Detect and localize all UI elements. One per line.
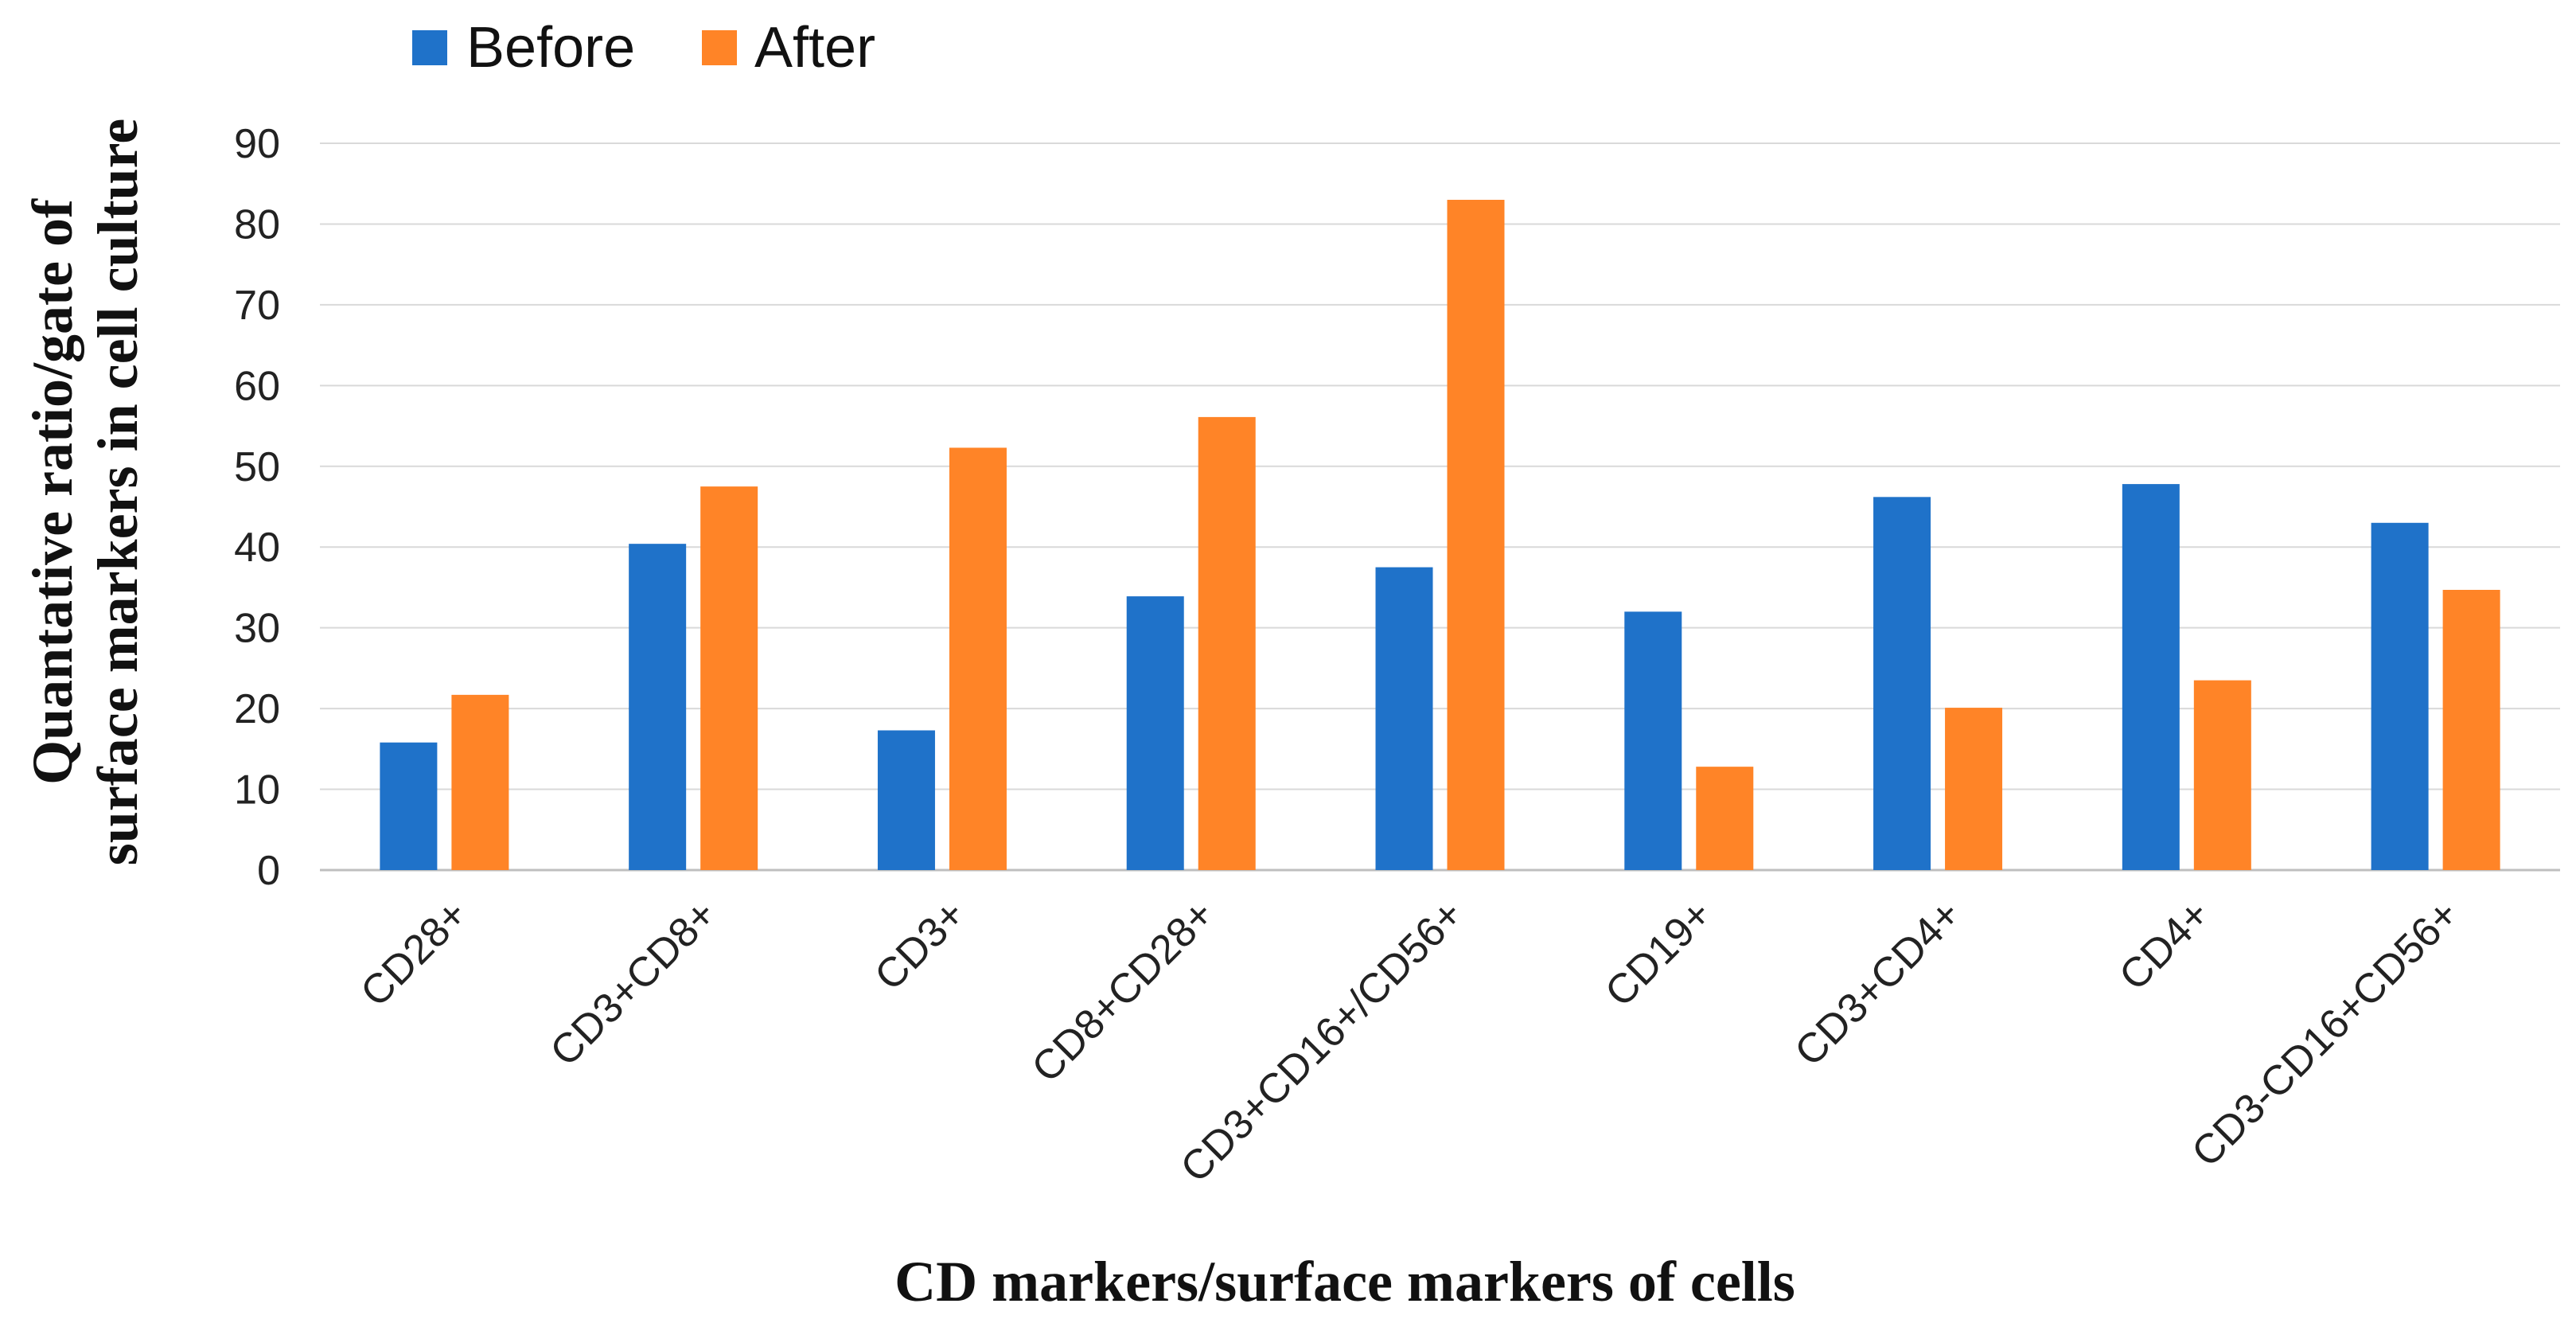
legend-swatch-after	[702, 30, 737, 65]
gridlines	[320, 142, 2560, 872]
x-tick-label: CD28+	[352, 891, 476, 1015]
y-axis-title-line1: Quantative ratio/gate of	[21, 198, 84, 785]
x-tick-label: CD3-CD16+CD56+	[2183, 891, 2468, 1176]
legend-label-after: After	[754, 16, 875, 80]
y-tick-label: 90	[234, 121, 280, 167]
x-axis-title: CD markers/surface markers of cells	[894, 1250, 1795, 1313]
bar-after-1	[451, 694, 509, 870]
bar-after-6	[1696, 767, 1754, 870]
x-axis-ticks: CD28+ CD3+CD8+ CD3+ CD8+CD28+CD3+CD16+/CD56…	[352, 891, 2468, 1191]
x-tick-label: CD3+	[866, 891, 974, 999]
bar-before-9	[2371, 522, 2429, 870]
bar-before-2	[629, 544, 687, 870]
x-tick-label: CD19+	[1596, 891, 1721, 1015]
bars	[380, 200, 2500, 870]
x-tick-label: CD3+CD8+	[542, 891, 726, 1075]
x-tick-label: CD4+	[2110, 891, 2219, 999]
y-tick-label: 30	[234, 606, 280, 652]
legend-label-before: Before	[466, 16, 635, 80]
bar-after-3	[949, 447, 1007, 870]
bar-before-8	[2122, 484, 2180, 870]
bar-after-4	[1198, 416, 1256, 870]
y-tick-label: 20	[234, 686, 280, 732]
bar-after-5	[1447, 200, 1505, 870]
y-tick-label: 60	[234, 363, 280, 409]
bar-after-7	[1945, 708, 2003, 870]
x-tick-label: CD8+CD28+	[1023, 891, 1224, 1091]
bar-before-7	[1873, 497, 1931, 870]
bar-after-8	[2193, 680, 2251, 870]
legend-swatch-before	[412, 30, 447, 65]
bar-before-5	[1375, 567, 1433, 870]
bar-before-3	[877, 730, 935, 870]
bar-before-1	[380, 742, 438, 870]
legend: Before After	[412, 16, 875, 80]
y-tick-label: 10	[234, 767, 280, 814]
x-tick-label: CD3+CD16+/CD56+	[1172, 891, 1472, 1191]
y-axis-ticks: 0 10 20 30 40 50 60 70 80 90	[234, 121, 280, 894]
x-tick-label: CD3+CD4+	[1786, 891, 1970, 1075]
bar-before-6	[1624, 611, 1682, 870]
y-tick-label: 50	[234, 444, 280, 490]
bar-before-4	[1126, 596, 1184, 870]
y-tick-label: 70	[234, 283, 280, 329]
y-tick-label: 80	[234, 201, 280, 248]
bar-after-2	[700, 486, 758, 870]
y-tick-label: 40	[234, 525, 280, 571]
y-tick-label: 0	[257, 848, 280, 894]
y-axis-title-line2: surface markers in cell culture	[86, 119, 150, 865]
bar-after-9	[2442, 589, 2500, 870]
